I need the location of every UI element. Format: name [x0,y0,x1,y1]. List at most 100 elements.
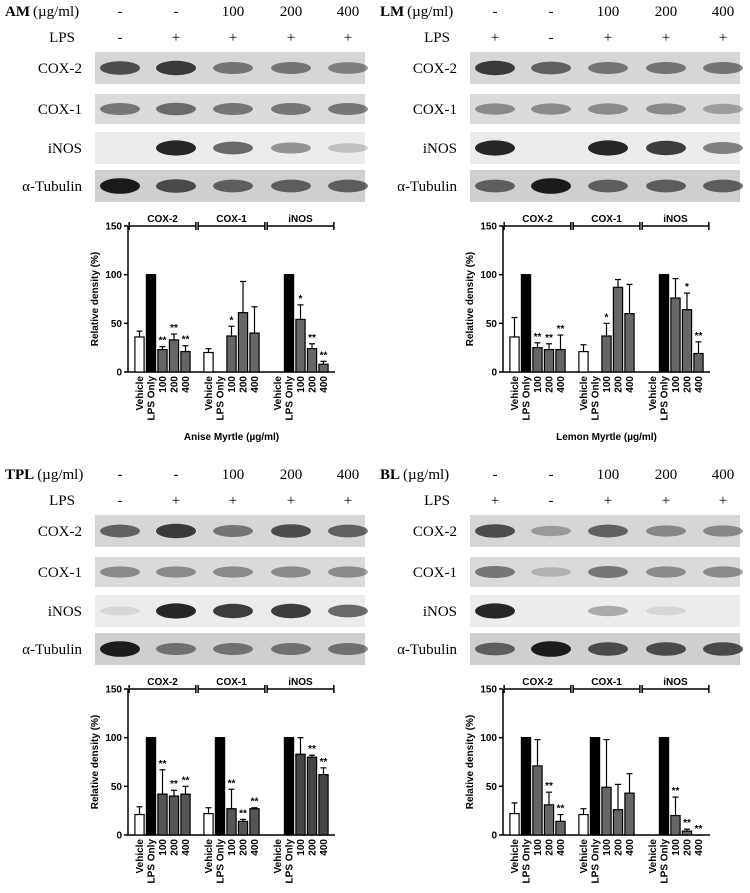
bar [624,792,635,836]
blot-band [531,103,571,115]
bar [318,363,329,373]
dose-label: 400 [712,467,735,483]
bar [283,737,295,836]
bar [532,347,543,373]
bar [168,795,180,836]
blot-band [703,525,743,537]
dose-label: 100 [222,467,245,483]
blot-band [271,643,311,655]
blot-band [328,103,368,115]
blot-band [531,525,571,537]
blot-band [328,62,368,74]
group-label: iNOS [663,214,688,225]
significance: ** [251,797,259,808]
x-tick-label: LPS Only [660,839,671,884]
x-tick-label: 200 [545,376,556,393]
x-tick-label: Vehicle [273,839,284,874]
blot-band [100,61,140,75]
blot-band [475,140,515,156]
lps-sign: + [172,493,180,509]
blot-band [328,524,368,538]
x-tick-label: LPS Only [216,839,227,884]
blot-band [588,524,628,538]
y-axis-label: Relative density (%) [90,252,101,346]
group-label: iNOS [288,214,313,225]
dose-label: 100 [597,4,620,20]
bar [203,812,214,836]
y-tick-label: 0 [491,368,497,379]
x-tick-label: Vehicle [648,839,659,874]
x-tick-label: 100 [296,839,307,856]
x-tick-label: 100 [227,839,238,856]
blot-label: COX-1 [413,565,457,581]
dose-label: 400 [337,467,360,483]
agent-label: AM (µg/ml) [5,4,79,20]
blot-band [646,525,686,537]
y-tick-label: 50 [486,319,498,330]
blot-band [646,179,686,193]
y-axis-label: Relative density (%) [465,715,476,809]
bar [145,737,157,836]
significance: ** [557,324,565,335]
x-tick-label: 100 [602,376,613,393]
group-label: COX-1 [591,677,622,688]
blot-label: COX-2 [38,524,82,540]
dose-label: 400 [712,4,735,20]
blot-strip [95,557,365,587]
blot-strip [470,94,740,124]
lps-sign: + [287,30,295,46]
bar [543,349,555,373]
dose-label: - [174,4,179,20]
bar [237,820,249,836]
lps-sign: - [549,493,554,509]
blot-band [213,141,253,155]
significance: ** [557,804,565,815]
x-tick-label: Vehicle [204,839,215,874]
x-tick-label: 200 [683,376,694,393]
blot-label: COX-1 [38,565,82,581]
significance: ** [308,744,316,755]
x-tick-label: 400 [181,839,192,856]
x-tick-label: 400 [625,839,636,856]
y-tick-label: 100 [480,733,497,744]
x-tick-label: Vehicle [135,376,146,411]
lps-sign: + [491,493,499,509]
dose-label: - [118,4,123,20]
significance: ** [545,333,553,344]
lps-sign: + [287,493,295,509]
blot-label: iNOS [423,604,457,620]
bar [670,814,681,836]
dose-label: - [174,467,179,483]
x-tick-label: Vehicle [579,839,590,874]
lps-sign: + [172,30,180,46]
bar [555,349,566,373]
significance: ** [320,350,328,361]
bar [670,297,681,373]
y-tick-label: 50 [111,319,123,330]
x-tick-label: Vehicle [135,839,146,874]
bar [306,756,318,836]
significance: ** [182,775,190,786]
group-label: COX-2 [522,214,553,225]
group-label: iNOS [663,677,688,688]
dose-label: 200 [655,467,678,483]
blot-band [588,140,628,156]
blot-band [156,566,196,578]
y-axis-label: Relative density (%) [465,252,476,346]
bar [555,820,566,836]
x-tick-label: LPS Only [591,376,602,421]
blot-label: COX-2 [413,61,457,77]
blot-band [531,567,571,577]
y-tick-label: 150 [105,222,122,233]
blot-band [213,525,253,537]
agent-name: TPL [5,467,34,483]
x-tick-label: 400 [556,839,567,856]
x-tick-label: 200 [239,839,250,856]
blot-label: COX-2 [413,524,457,540]
x-tick-label: LPS Only [285,839,296,884]
blot-band [475,103,515,115]
blot-band [100,641,140,657]
blot-band [213,603,253,619]
